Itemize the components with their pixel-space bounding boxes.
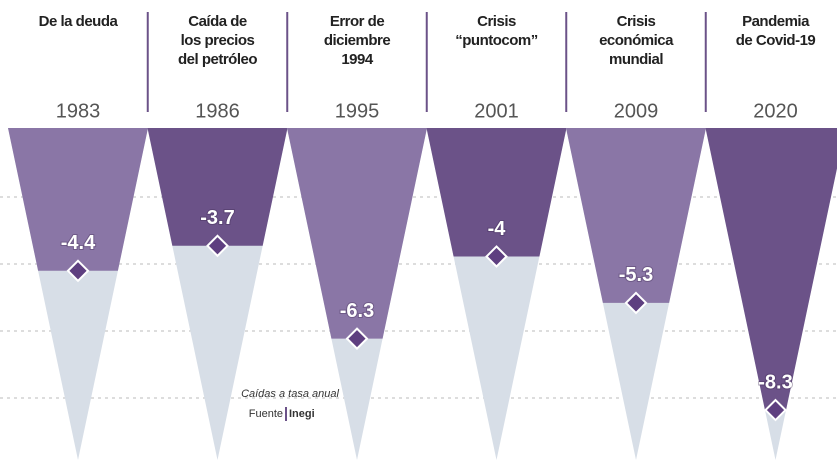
annotation: Caídas a tasa anual <box>241 388 339 400</box>
source-label: Fuente <box>249 408 283 420</box>
source: Inegi <box>289 408 315 420</box>
marker <box>485 245 508 268</box>
year-label: 1986 <box>195 100 240 122</box>
bar <box>8 128 148 271</box>
separator <box>425 12 428 112</box>
category-label: Crisis <box>617 13 656 30</box>
category-label: De la deuda <box>39 13 119 30</box>
year-label: 1995 <box>335 100 380 122</box>
category-label: Error de <box>330 13 385 30</box>
year-label: 2001 <box>474 100 519 122</box>
category-label: Pandemia <box>742 13 810 30</box>
bar <box>147 128 288 246</box>
category-label: de Covid-19 <box>736 32 816 49</box>
bar <box>426 128 567 257</box>
value-label: -8.3 <box>758 371 792 393</box>
category-label: los precios <box>181 32 255 49</box>
category-label: económica <box>599 32 674 49</box>
year-label: 2009 <box>614 100 659 122</box>
source-separator <box>285 407 287 421</box>
separator <box>146 12 149 112</box>
category-label: “puntocom” <box>455 32 538 49</box>
category-label: del petróleo <box>178 51 257 68</box>
bar <box>566 128 706 303</box>
marker <box>206 234 229 258</box>
value-label: -4 <box>488 218 507 240</box>
category-label: Caída de <box>188 13 247 30</box>
year-label: 2020 <box>753 100 798 122</box>
separator <box>565 12 568 112</box>
separator <box>286 12 289 112</box>
value-label: -5.3 <box>619 264 653 286</box>
bar <box>287 128 427 339</box>
separator <box>704 12 707 112</box>
marker <box>66 259 90 283</box>
marker <box>624 291 648 315</box>
marker <box>764 398 787 422</box>
value-label: -6.3 <box>340 300 374 322</box>
bar <box>705 128 837 411</box>
value-label: -4.4 <box>61 232 96 254</box>
value-label: -3.7 <box>200 207 234 229</box>
category-label: 1994 <box>341 51 374 68</box>
year-label: 1983 <box>56 100 101 122</box>
category-label: mundial <box>609 51 663 68</box>
triangles <box>8 128 837 460</box>
marker <box>345 327 369 351</box>
category-label: diciembre <box>324 32 391 49</box>
category-label: Crisis <box>477 13 516 30</box>
